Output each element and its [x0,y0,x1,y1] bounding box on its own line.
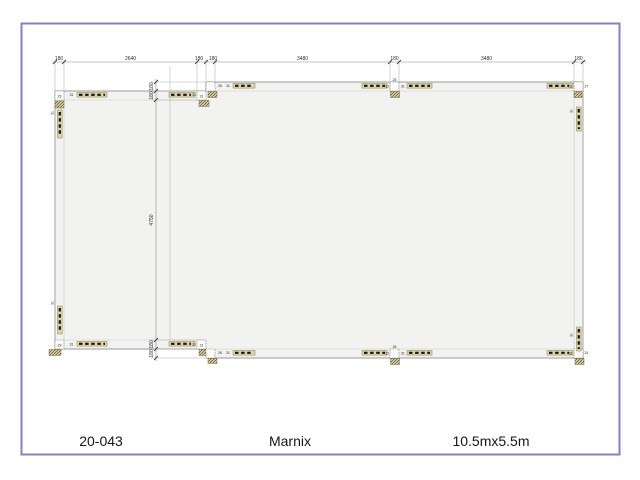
page-frame [20,22,621,456]
segment-label: 31 [192,93,196,97]
wall-bar [361,350,388,356]
segment-label: 31 [570,109,574,113]
post-hatch [573,91,583,98]
post [573,348,584,359]
post-label: 21 [200,343,204,347]
dim-label: 3480 [297,56,308,62]
post-label: 23 [58,343,62,347]
dim-label: 180 [149,340,155,349]
wall-bar [57,109,63,139]
post-hatch [390,358,400,365]
dim-label: 180 [149,82,155,91]
dim-label: 180 [574,56,583,62]
post [573,81,584,92]
wall-bar [57,305,63,335]
post-label: 24 [585,351,589,355]
size-label: 10.5mx5.5m [452,433,529,449]
segment-label: 31 [192,343,196,347]
title-block: 20-043 Marnix 10.5mx5.5m [79,433,529,449]
segment-label: 31 [226,351,230,355]
wall-bar [576,106,582,132]
post [54,90,65,101]
post-label: 23 [58,94,62,98]
segment-label: 31 [401,84,405,88]
wall-bar [168,341,196,347]
detail-top-right-corner: 31 27 31 [546,81,589,132]
segment-label: 31 [70,93,74,97]
detail-top-jog: 31 21 26 31 [168,81,256,107]
detail-bottom-jog: 31 21 26 31 [168,339,256,364]
dim-label: 180 [195,56,204,62]
post-hatch [574,358,585,365]
wall-bar [168,92,196,98]
segment-label: 31 [226,84,230,88]
post [389,348,400,359]
wall-bar [576,326,582,352]
segment-label: 31 [401,351,405,355]
segment-label: 31 [70,343,74,347]
post-label: 26 [218,84,222,88]
detail-bottom-right-corner: 31 24 31 [546,326,589,365]
detail-bottom-middle: 31 25 31 [361,345,433,365]
post-hatch [48,349,62,356]
segment-label: 31 [569,84,573,88]
post-label: 25 [393,345,397,349]
dim-label: 180 [149,91,155,100]
post [196,339,207,350]
post-hatch [54,100,65,109]
wall-bar [406,350,433,356]
post [205,348,216,359]
drawing-number: 20-043 [79,433,123,449]
post-label: 27 [585,84,589,88]
segment-label: 31 [51,111,55,115]
post-hatch [207,91,218,98]
wall-bar [406,83,433,89]
post [196,90,207,101]
segment-label: 31 [570,333,574,337]
segment-label: 31 [51,301,55,305]
dim-label: 180 [149,349,155,358]
plan-outline [54,81,584,359]
floor-plan [54,66,584,359]
dim-label: 180 [390,56,399,62]
dim-label: 180 [55,56,64,62]
project-name: Marnix [269,433,311,449]
wall-bar [546,350,574,356]
dim-label: 3480 [481,56,492,62]
post-label: 26 [218,351,222,355]
segment-label: 31 [385,84,389,88]
detail-top-middle: 31 25 31 [361,78,433,98]
dim-label: 4750 [149,214,155,225]
detail-top-left-corner: 23 31 31 [51,90,108,139]
post-hatch [207,358,218,364]
segment-label: 31 [385,351,389,355]
post-hatch [198,100,210,107]
dim-label: 180 [209,56,218,62]
dimension-chain-top: 180 2640 180 180 3480 180 3480 180 [52,56,586,91]
post [54,339,65,350]
wall-bar [546,83,574,89]
dim-label: 2640 [125,56,136,62]
post [205,81,216,92]
post-label: 21 [200,94,204,98]
post [389,81,400,92]
post-hatch [390,91,400,98]
segment-label: 31 [569,351,573,355]
post-label: 25 [393,78,397,82]
wall-bar [361,83,388,89]
detail-bottom-left-corner: 31 23 31 [48,301,108,356]
dimension-chain-left: 180 180 4750 180 180 [149,79,205,361]
